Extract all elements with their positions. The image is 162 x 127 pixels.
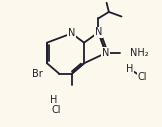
- Text: NH₂: NH₂: [130, 48, 148, 58]
- Text: Br: Br: [32, 69, 43, 79]
- Text: H: H: [50, 95, 57, 105]
- Text: N: N: [68, 28, 75, 38]
- Text: N: N: [102, 48, 110, 58]
- Text: Cl: Cl: [137, 72, 147, 82]
- Text: Cl: Cl: [52, 106, 61, 115]
- Text: N: N: [95, 27, 102, 37]
- Text: H: H: [126, 64, 133, 74]
